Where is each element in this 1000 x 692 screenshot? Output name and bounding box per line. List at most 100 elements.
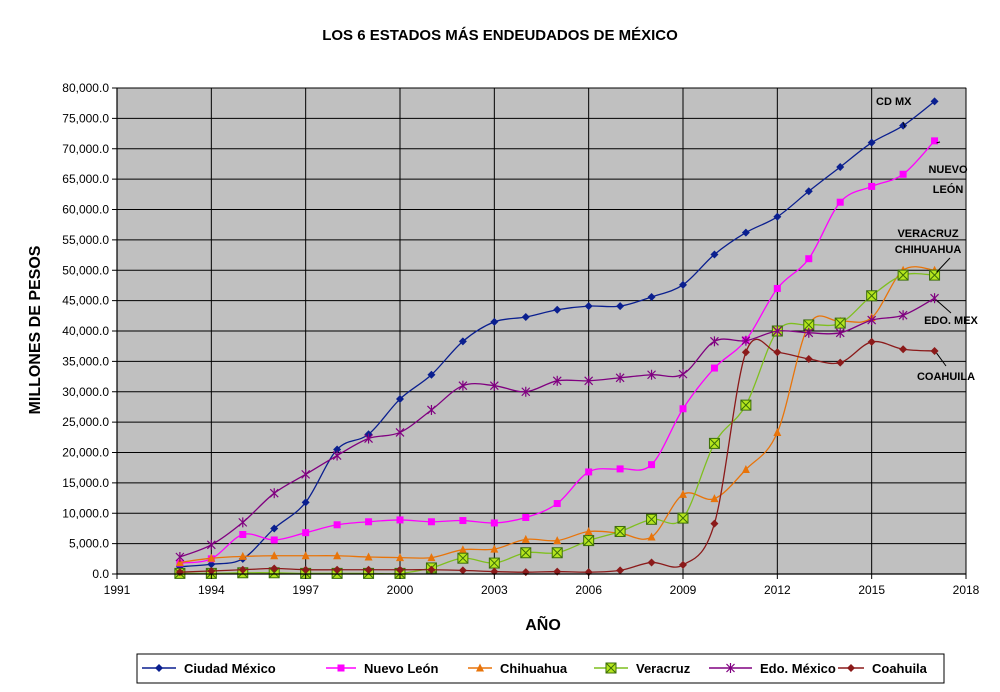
- data-point: [553, 500, 561, 508]
- data-point: [679, 280, 687, 289]
- annotation-arrow: [936, 141, 941, 144]
- annotation-arrow: [902, 121, 906, 128]
- data-point: [333, 521, 341, 529]
- y-tick-label: 45,000.0: [62, 294, 109, 308]
- data-point: [458, 545, 467, 554]
- data-point: [804, 354, 813, 363]
- y-tick-label: 5,000.0: [69, 537, 109, 551]
- series-edo-mexico: [175, 293, 939, 562]
- data-point: [584, 526, 593, 535]
- data-point: [551, 547, 563, 559]
- data-point: [679, 405, 687, 413]
- y-tick-label: 10,000.0: [62, 506, 109, 520]
- data-point: [710, 519, 719, 528]
- data-point: [836, 358, 845, 367]
- legend-marker: [155, 664, 163, 672]
- data-point: [207, 553, 216, 562]
- data-point: [741, 465, 750, 474]
- x-tick-label: 2012: [764, 583, 791, 597]
- data-point: [867, 337, 876, 346]
- data-point: [396, 395, 404, 404]
- data-point: [396, 516, 404, 524]
- data-point: [332, 450, 342, 461]
- series-layer: [174, 97, 941, 579]
- data-point: [206, 539, 216, 550]
- y-tick-label: 55,000.0: [62, 233, 109, 247]
- data-point: [583, 535, 595, 547]
- data-point: [458, 566, 467, 575]
- y-tick-label: 50,000.0: [62, 263, 109, 277]
- legend-label: Nuevo León: [364, 661, 438, 676]
- data-point: [930, 97, 939, 106]
- data-point: [834, 317, 846, 329]
- data-point: [647, 558, 656, 567]
- data-point: [301, 565, 310, 574]
- x-tick-label: 2000: [387, 583, 414, 597]
- data-point: [899, 170, 907, 178]
- data-point: [238, 565, 247, 574]
- data-point: [396, 565, 404, 574]
- data-point: [616, 302, 625, 311]
- data-point: [364, 565, 373, 574]
- data-point: [207, 566, 216, 575]
- legend-box: [136, 653, 945, 684]
- data-point: [270, 564, 279, 573]
- data-point: [931, 137, 939, 145]
- data-point: [459, 517, 467, 525]
- legend-label: Chihuahua: [500, 661, 568, 676]
- data-point: [553, 305, 562, 314]
- data-point: [488, 557, 500, 569]
- y-tick-label: 80,000.0: [62, 81, 109, 95]
- data-point: [898, 310, 908, 321]
- legend-item: Coahuila: [838, 661, 928, 676]
- series-nuevo-leon: [176, 137, 939, 567]
- data-point: [614, 525, 626, 537]
- annotation-arrow: [936, 299, 952, 314]
- data-point: [678, 369, 688, 380]
- legend-label: Coahuila: [872, 661, 928, 676]
- data-point: [490, 544, 499, 553]
- series-ciudad-mexico: [175, 97, 939, 571]
- data-point: [679, 560, 687, 569]
- x-axis-title: AÑO: [525, 614, 561, 634]
- legend-label: Veracruz: [636, 661, 691, 676]
- y-tick-label: 70,000.0: [62, 142, 109, 156]
- data-point: [741, 335, 751, 346]
- data-point: [521, 386, 531, 397]
- data-point: [741, 228, 750, 237]
- data-point: [710, 364, 718, 372]
- x-tick-label: 1991: [104, 583, 131, 597]
- x-tick-label: 1994: [198, 583, 225, 597]
- y-tick-label: 35,000.0: [62, 354, 109, 368]
- data-point: [710, 336, 719, 347]
- series-coahuila: [175, 337, 939, 577]
- data-point: [427, 565, 436, 574]
- data-point: [333, 565, 342, 574]
- data-point: [270, 551, 279, 560]
- data-point: [521, 534, 530, 543]
- data-point: [365, 518, 373, 526]
- data-point: [552, 375, 562, 386]
- annotation-arrow: [936, 257, 951, 273]
- annotation-label: CD MX: [876, 96, 912, 108]
- x-tick-label: 2003: [481, 583, 508, 597]
- y-tick-label: 75,000.0: [62, 111, 109, 125]
- data-point: [427, 518, 435, 526]
- data-point: [522, 514, 530, 522]
- data-point: [364, 552, 373, 561]
- data-point: [773, 348, 782, 357]
- x-tick-label: 2015: [858, 583, 885, 597]
- data-point: [616, 566, 625, 575]
- legend-item: Nuevo León: [326, 661, 438, 676]
- data-point: [867, 138, 876, 147]
- data-point: [269, 488, 279, 499]
- annotation-label: NUEVO: [928, 164, 968, 176]
- data-point: [773, 284, 781, 292]
- data-point: [835, 327, 845, 338]
- data-point: [868, 182, 876, 190]
- y-tick-label: 40,000.0: [62, 324, 109, 338]
- axes: 0.0 5,000.0 10,000.0 15,000.0 20,000.0 25,000…: [62, 81, 979, 597]
- y-tick-label: 65,000.0: [62, 172, 109, 186]
- data-point: [270, 536, 278, 544]
